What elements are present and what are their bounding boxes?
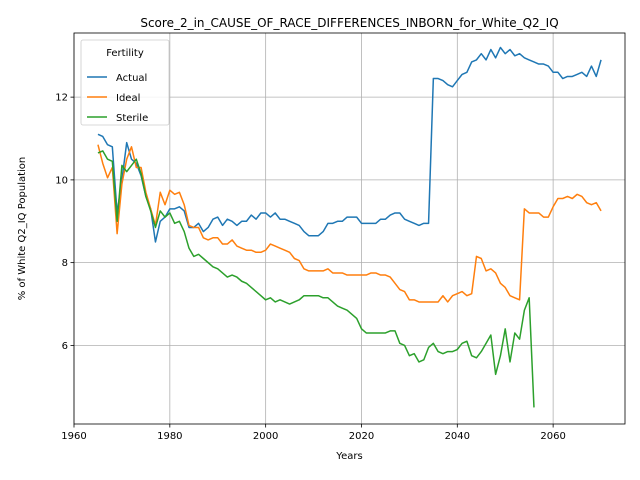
- y-tick-label: 8: [62, 258, 68, 269]
- grid: [73, 33, 625, 424]
- plot-frame: [73, 32, 626, 425]
- x-tick-label: 1980: [157, 431, 182, 442]
- series-lines: [97, 46, 602, 408]
- x-tick-label: 2020: [349, 431, 374, 442]
- x-tick-label: 2000: [253, 431, 278, 442]
- axis-ticks: 1960 1980 2000 2020 2040 2060 6 8 10 12: [55, 93, 566, 442]
- x-tick-label: 2040: [445, 431, 470, 442]
- x-tick-label: 1960: [61, 431, 86, 442]
- x-tick-label: 2060: [540, 431, 565, 442]
- y-tick-label: 10: [55, 175, 68, 186]
- legend-items: Actual Ideal Sterile: [87, 73, 148, 124]
- series-line-ideal: [97, 144, 602, 303]
- legend-label-sterile: Sterile: [116, 113, 148, 124]
- chart-title: Score_2_in_CAUSE_OF_RACE_DIFFERENCES_INB…: [140, 16, 558, 30]
- y-axis-label: % of White Q2_IQ Population: [17, 157, 28, 301]
- y-tick-label: 12: [55, 93, 68, 104]
- legend-label-ideal: Ideal: [116, 93, 140, 104]
- legend-label-actual: Actual: [116, 73, 147, 84]
- series-line-actual: [97, 46, 602, 243]
- y-tick-label: 6: [62, 341, 68, 352]
- legend-box: [80, 39, 170, 126]
- x-axis-label: Years: [335, 451, 362, 462]
- legend: Fertility Actual Ideal Sterile: [80, 39, 170, 126]
- series-line-sterile: [97, 150, 535, 408]
- legend-title: Fertility: [106, 48, 144, 59]
